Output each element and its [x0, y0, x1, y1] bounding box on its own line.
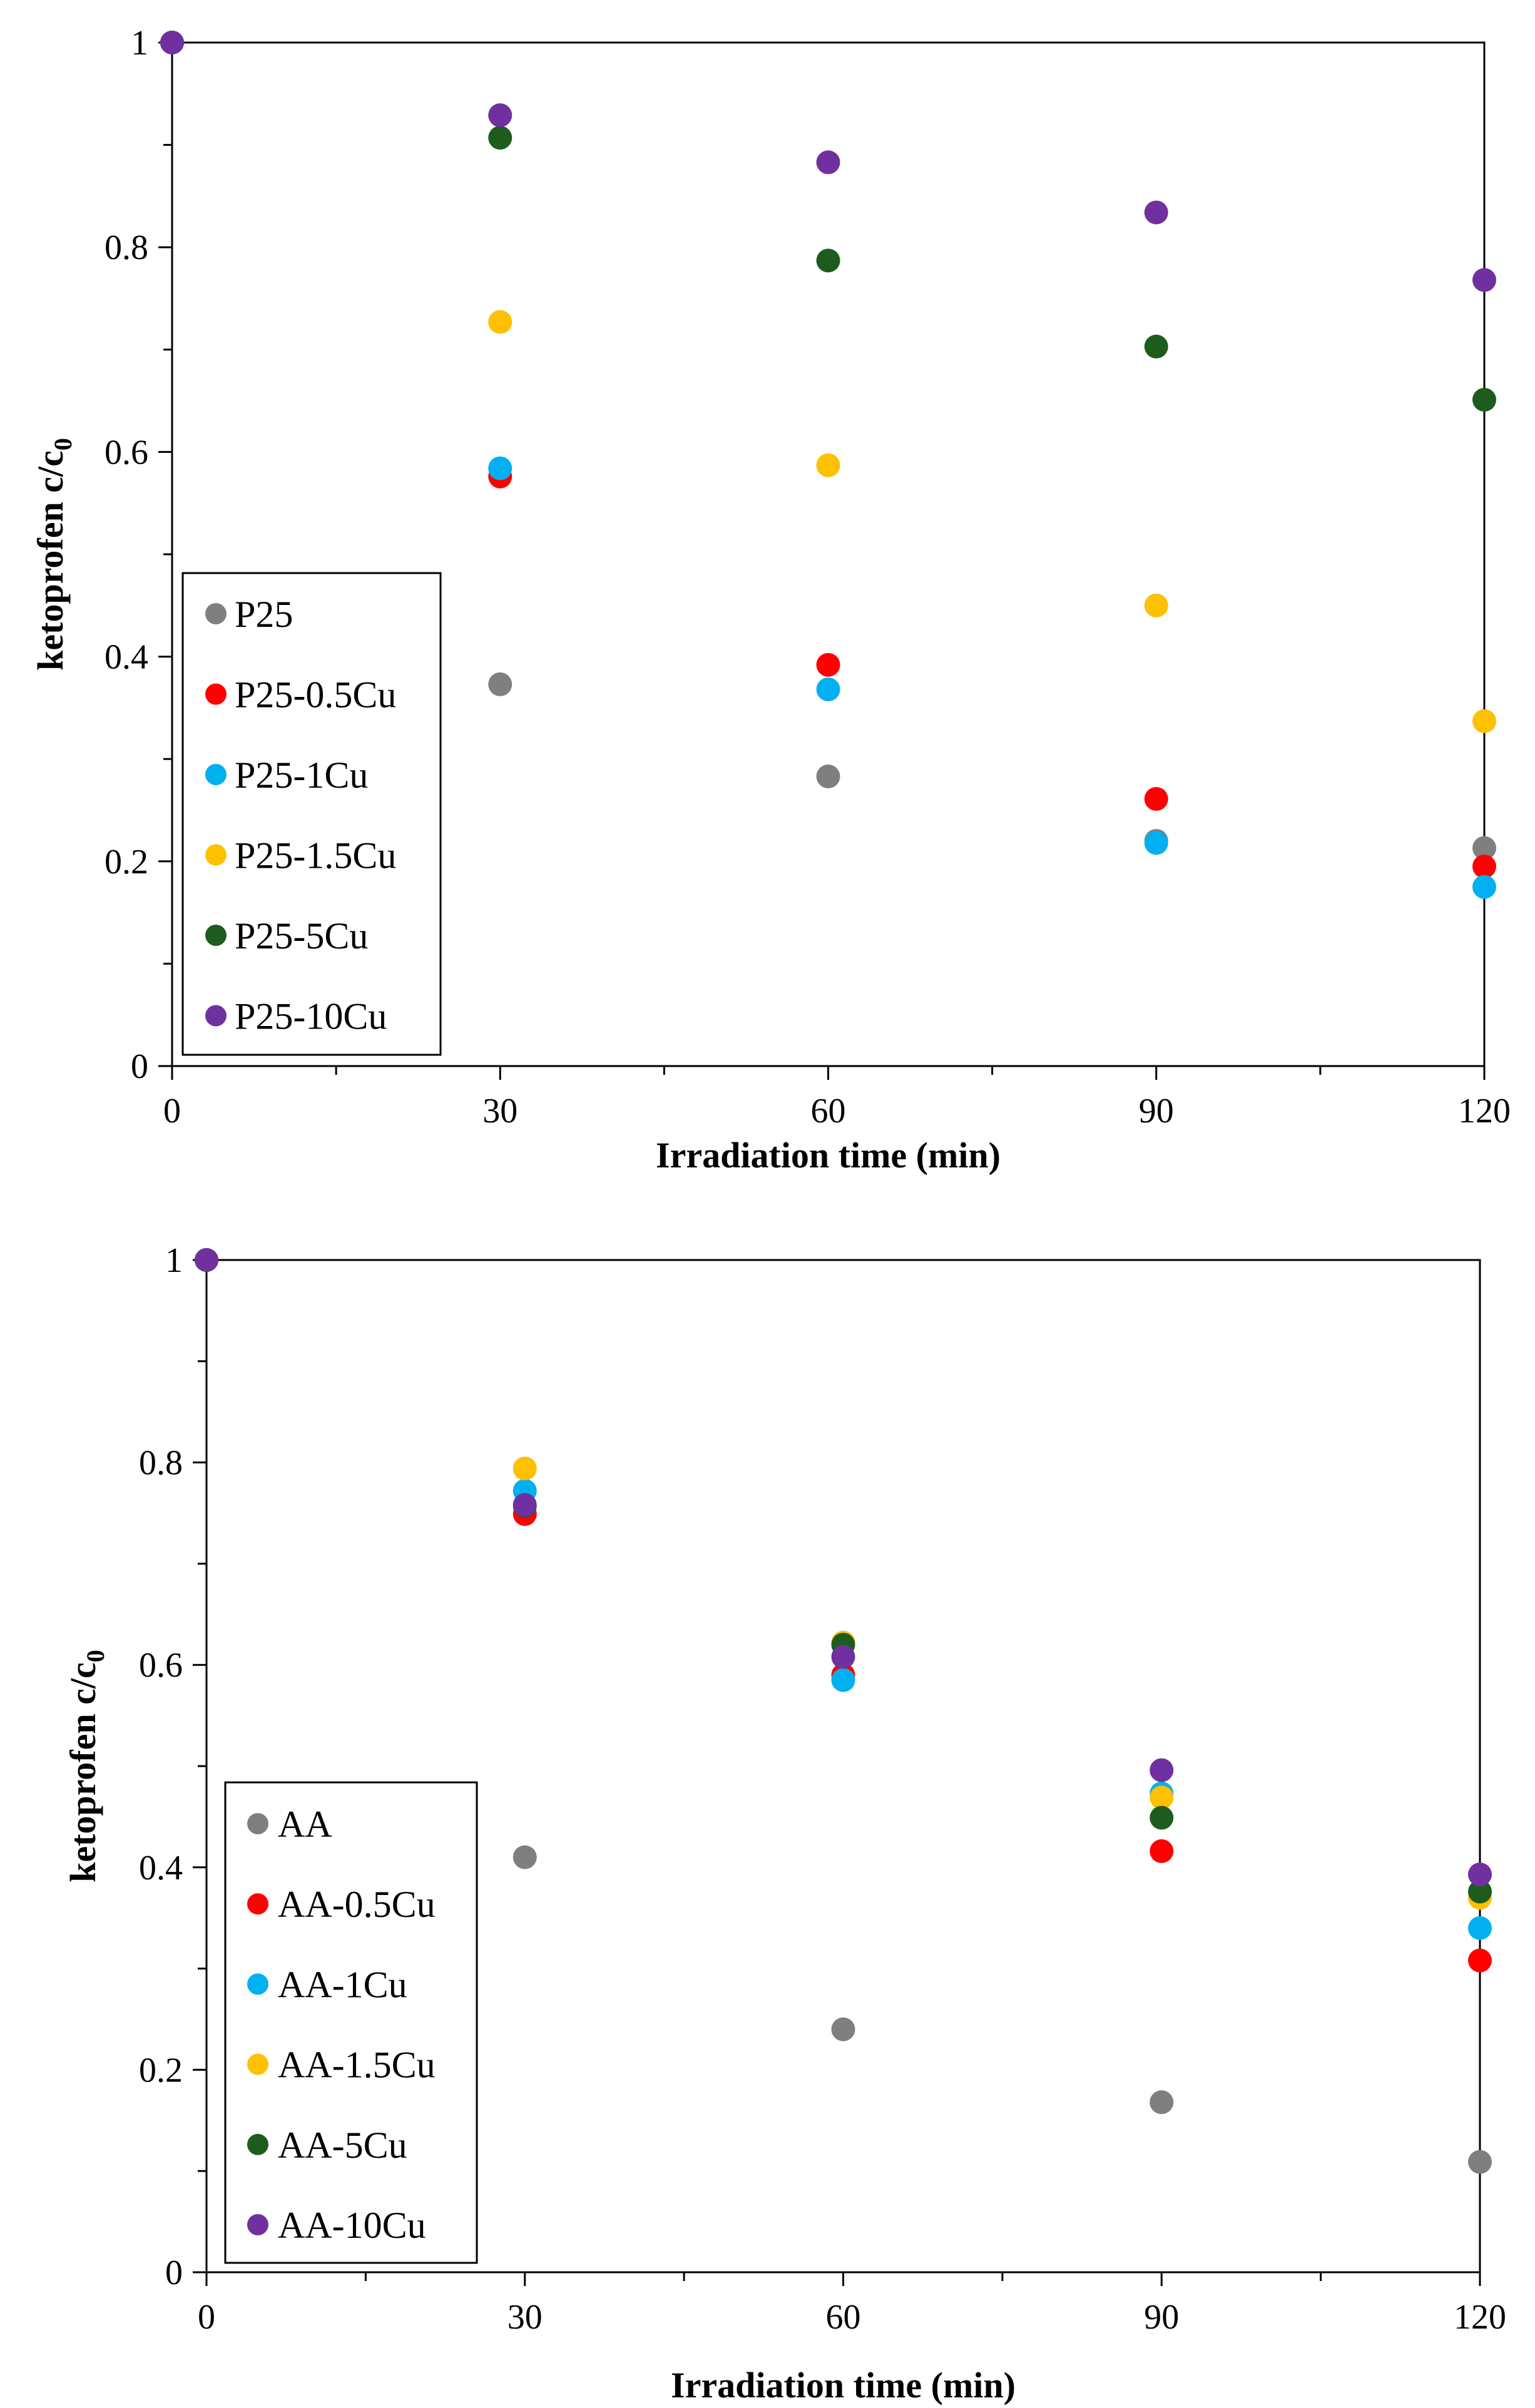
top-point-P25-1Cu-60: [816, 677, 840, 701]
top-series-P25-10Cu: [160, 31, 1496, 292]
bottom-x-axis-title: Irradiation time (min): [671, 2365, 1016, 2405]
bottom-legend-label-AA-10Cu: AA-10Cu: [278, 2205, 426, 2246]
top-legend-label-P25-1.5Cu: P25-1.5Cu: [235, 835, 396, 876]
bottom-point-AA-60: [831, 2017, 855, 2041]
top-legend-marker-P25: [205, 603, 227, 624]
top-ytick-label: 0.6: [105, 433, 148, 472]
bottom-xtick-label: 120: [1454, 2298, 1506, 2337]
top-xtick-label: 90: [1139, 1092, 1174, 1130]
bottom-legend-marker-AA: [247, 1813, 268, 1834]
bottom-xtick-label: 30: [507, 2298, 543, 2337]
bottom-point-AA-5Cu-90: [1150, 1806, 1174, 1830]
bottom-series-AA-10Cu: [195, 1248, 1492, 1887]
bottom-ytick-label: 0.2: [139, 2051, 183, 2090]
top-ytick-label: 1: [131, 24, 148, 63]
top-point-P25-10Cu-60: [816, 150, 840, 175]
top-point-P25-5Cu-120: [1472, 387, 1496, 412]
bottom-legend-label-AA: AA: [278, 1804, 332, 1845]
top-legend-marker-P25-1Cu: [205, 764, 227, 785]
top-legend-label-P25-1Cu: P25-1Cu: [235, 754, 368, 796]
top-point-P25-0.5Cu-60: [816, 653, 840, 677]
top-point-P25-120: [1472, 836, 1496, 860]
bottom-point-AA-1Cu-60: [831, 1668, 855, 1692]
top-point-P25-10Cu-120: [1472, 268, 1496, 292]
bottom-point-AA-1Cu-120: [1468, 1916, 1492, 1940]
chart-top: 0 0.2 0.4 0.6 0.8 1 0 30 60 90 120 Irradiation time…: [30, 24, 1511, 1176]
top-point-P25-0.5Cu-90: [1144, 787, 1168, 811]
bottom-point-AA-30: [513, 1845, 537, 1869]
bottom-ytick-label: 0.4: [139, 1849, 183, 1887]
bottom-ytick-label: 0.6: [139, 1646, 183, 1685]
top-ytick-label: 0.2: [105, 843, 148, 881]
top-legend-label-P25: P25: [235, 594, 293, 635]
bottom-xtick-label: 60: [826, 2298, 861, 2337]
bottom-point-AA-10Cu-0: [195, 1248, 218, 1272]
top-point-P25-30: [488, 672, 513, 696]
top-legend-label-P25-5Cu: P25-5Cu: [235, 915, 368, 957]
top-xtick-label: 0: [163, 1092, 181, 1130]
top-point-P25-5Cu-60: [816, 248, 840, 273]
top-legend-box: [181, 572, 442, 1056]
bottom-point-AA-1.5Cu-30: [513, 1456, 537, 1481]
top-point-P25-5Cu-90: [1144, 334, 1168, 358]
top-series-P25-5Cu: [160, 31, 1496, 412]
bottom-legend-marker-AA-5Cu: [247, 2133, 268, 2155]
bottom-legend-label-AA-5Cu: AA-5Cu: [278, 2125, 407, 2166]
bottom-legend-label-AA-1Cu: AA-1Cu: [278, 1964, 407, 2005]
bottom-ytick-label: 1: [165, 1241, 183, 1280]
bottom-point-AA-5Cu-120: [1468, 1879, 1492, 1904]
top-point-P25-1.5Cu-60: [816, 453, 840, 477]
top-legend-marker-P25-10Cu: [205, 1005, 227, 1027]
bottom-point-AA-10Cu-30: [513, 1493, 537, 1517]
top-point-P25-1.5Cu-90: [1144, 593, 1168, 617]
bottom-xtick-label: 90: [1144, 2298, 1179, 2337]
top-point-P25-1Cu-90: [1144, 831, 1168, 855]
top-legend-label-P25-10Cu: P25-10Cu: [235, 996, 387, 1037]
bottom-xtick-label: 0: [198, 2298, 215, 2337]
top-legend-marker-P25-0.5Cu: [205, 683, 227, 705]
top-xtick-label: 120: [1458, 1092, 1511, 1130]
bottom-point-AA-10Cu-90: [1150, 1758, 1174, 1782]
top-ytick-label: 0: [131, 1047, 148, 1086]
bottom-ytick-label: 0.8: [139, 1444, 183, 1483]
bottom-point-AA-120: [1468, 2150, 1492, 2174]
bottom-point-AA-1.5Cu-90: [1150, 1786, 1174, 1810]
bottom-ytick-label: 0: [165, 2253, 183, 2292]
chart-bottom: 0 0.2 0.4 0.6 0.8 1 0 30 60 90 120 Irradiation time…: [63, 1241, 1506, 2405]
bottom-legend-label-AA-0.5Cu: AA-0.5Cu: [278, 1884, 436, 1925]
bottom-y-axis-title: ketoprofen c/c0: [63, 1650, 110, 1882]
top-legend: P25 P25-0.5Cu P25-1Cu P25-1.5Cu P25-5Cu P25-1…: [181, 572, 442, 1056]
top-ytick-label: 0.4: [105, 638, 148, 677]
bottom-point-AA-90: [1150, 2090, 1174, 2115]
top-point-P25-10Cu-90: [1144, 200, 1168, 225]
top-point-P25-10Cu-30: [488, 103, 513, 128]
top-point-P25-1.5Cu-120: [1472, 709, 1496, 733]
top-x-axis-title: Irradiation time (min): [656, 1135, 1001, 1176]
bottom-legend-label-AA-1.5Cu: AA-1.5Cu: [278, 2045, 436, 2086]
top-point-P25-0.5Cu-120: [1472, 854, 1496, 878]
bottom-legend-marker-AA-10Cu: [247, 2214, 268, 2235]
top-ytick-label: 0.8: [105, 228, 148, 267]
bottom-legend-marker-AA-1Cu: [247, 1973, 268, 1995]
top-legend-label-P25-0.5Cu: P25-0.5Cu: [235, 674, 396, 716]
bottom-legend-marker-AA-0.5Cu: [247, 1893, 268, 1915]
top-point-P25-60: [816, 765, 840, 789]
bottom-legend: AA AA-0.5Cu AA-1Cu AA-1.5Cu AA-5Cu AA-10Cu: [224, 1781, 478, 2264]
top-point-P25-5Cu-30: [488, 126, 513, 150]
top-legend-marker-P25-1.5Cu: [205, 844, 227, 866]
bottom-point-AA-0.5Cu-120: [1468, 1948, 1492, 1973]
bottom-legend-marker-AA-1.5Cu: [247, 2053, 268, 2075]
top-point-P25-1.5Cu-30: [488, 310, 513, 334]
top-point-P25-1Cu-120: [1472, 875, 1496, 899]
top-xtick-label: 60: [811, 1092, 846, 1130]
top-point-P25-10Cu-0: [160, 31, 184, 54]
top-y-axis-title: ketoprofen c/c0: [30, 438, 77, 671]
top-point-P25-1Cu-30: [488, 456, 513, 480]
top-legend-marker-P25-5Cu: [205, 925, 227, 946]
bottom-point-AA-10Cu-60: [831, 1645, 855, 1669]
bottom-point-AA-10Cu-120: [1468, 1862, 1492, 1887]
top-xtick-label: 30: [482, 1092, 518, 1130]
bottom-point-AA-0.5Cu-90: [1150, 1839, 1174, 1863]
bottom-legend-box: [224, 1781, 478, 2264]
